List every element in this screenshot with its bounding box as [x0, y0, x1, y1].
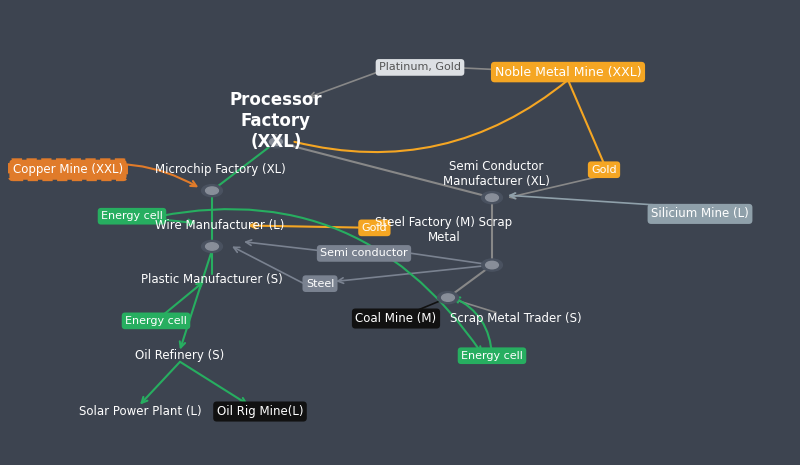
- Text: Energy cell: Energy cell: [461, 351, 523, 361]
- Text: Copper Mine (XXL): Copper Mine (XXL): [13, 163, 123, 176]
- Circle shape: [266, 136, 286, 148]
- Circle shape: [486, 194, 498, 201]
- Text: Energy cell: Energy cell: [101, 211, 163, 221]
- Text: Steel Factory (M) Scrap
Metal: Steel Factory (M) Scrap Metal: [375, 216, 513, 244]
- Text: Coal Mine (M): Coal Mine (M): [355, 312, 437, 325]
- Text: Plastic Manufacturer (S): Plastic Manufacturer (S): [141, 272, 283, 286]
- Text: Steel: Steel: [306, 279, 334, 289]
- Text: Scrap Metal Trader (S): Scrap Metal Trader (S): [450, 312, 582, 325]
- Circle shape: [206, 243, 218, 250]
- Text: Solar Power Plant (L): Solar Power Plant (L): [78, 405, 202, 418]
- Text: Silicium Mine (L): Silicium Mine (L): [651, 207, 749, 220]
- Circle shape: [438, 292, 458, 304]
- Circle shape: [442, 294, 454, 301]
- Text: Gold: Gold: [362, 223, 387, 233]
- Text: Semi conductor: Semi conductor: [320, 248, 408, 259]
- Circle shape: [482, 259, 502, 271]
- Text: Wire Manufacturer (L): Wire Manufacturer (L): [155, 219, 285, 232]
- Circle shape: [482, 192, 502, 204]
- Text: Noble Metal Mine (XXL): Noble Metal Mine (XXL): [494, 66, 642, 79]
- Circle shape: [270, 138, 282, 146]
- Text: Oil Refinery (S): Oil Refinery (S): [135, 349, 225, 362]
- Text: Semi Conductor
Manufacturer (XL): Semi Conductor Manufacturer (XL): [442, 160, 550, 188]
- Text: Gold: Gold: [591, 165, 617, 175]
- Circle shape: [486, 261, 498, 269]
- Circle shape: [202, 185, 222, 197]
- Text: Oil Rig Mine(L): Oil Rig Mine(L): [217, 405, 303, 418]
- Text: Energy cell: Energy cell: [125, 316, 187, 326]
- Circle shape: [202, 240, 222, 252]
- Circle shape: [206, 187, 218, 194]
- Text: Platinum, Gold: Platinum, Gold: [379, 62, 461, 73]
- Text: Processor
Factory
(XXL): Processor Factory (XXL): [230, 91, 322, 151]
- Text: Microchip Factory (XL): Microchip Factory (XL): [154, 163, 286, 176]
